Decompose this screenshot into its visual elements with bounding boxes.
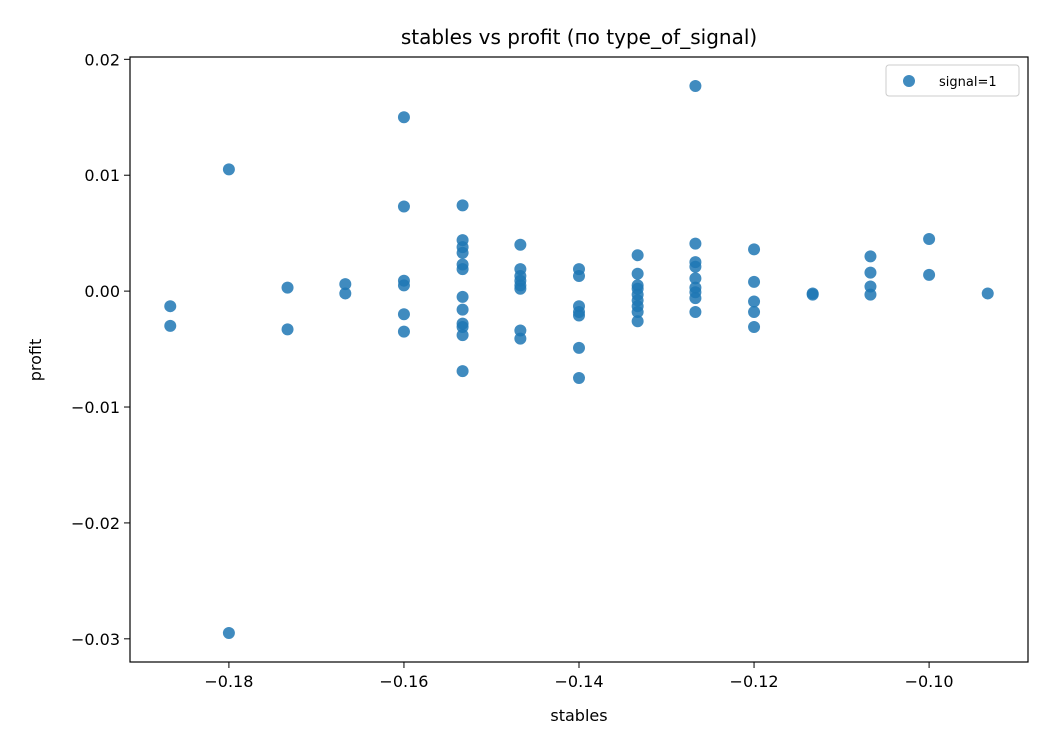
data-point (514, 332, 527, 345)
y-tick-label: −0.02 (71, 514, 120, 533)
data-point (631, 267, 644, 280)
data-point (573, 309, 585, 322)
data-point (397, 111, 410, 124)
legend-entry-label: signal=1 (939, 75, 997, 90)
data-point (456, 246, 469, 259)
data-point (222, 627, 235, 640)
data-point (222, 163, 235, 176)
x-tick-label: −0.10 (905, 672, 954, 691)
y-axis-label: profit (26, 339, 45, 382)
data-point (573, 270, 585, 283)
data-point (281, 281, 294, 294)
data-point (748, 295, 761, 308)
data-point (748, 275, 761, 288)
data-point (689, 237, 702, 250)
data-point (689, 292, 702, 305)
data-point (456, 290, 469, 303)
data-point (631, 249, 644, 262)
data-point (631, 305, 644, 318)
y-tick-label: 0.00 (84, 282, 120, 301)
x-tick-label: −0.18 (204, 672, 253, 691)
data-point (923, 232, 936, 245)
y-tick-label: −0.03 (71, 630, 120, 649)
data-point (864, 250, 877, 263)
data-point (514, 282, 527, 295)
data-point (689, 305, 702, 318)
data-point (748, 243, 761, 256)
data-point (281, 323, 294, 336)
data-point (456, 329, 469, 342)
data-point (573, 372, 585, 385)
data-point (689, 79, 702, 92)
data-point (456, 199, 469, 212)
x-axis: −0.18 −0.16 −0.14 −0.12 −0.10 (204, 662, 954, 691)
y-tick-label: −0.01 (71, 398, 120, 417)
data-point (456, 303, 469, 316)
x-tick-label: −0.16 (379, 672, 428, 691)
data-point (573, 341, 585, 354)
data-point (981, 287, 994, 300)
data-point (397, 308, 410, 321)
data-point (164, 300, 177, 313)
y-tick-label: 0.01 (84, 166, 120, 185)
legend: signal=1 (885, 64, 1020, 97)
x-tick-label: −0.12 (730, 672, 779, 691)
data-point (339, 278, 352, 291)
data-point (748, 321, 761, 334)
plot-frame (129, 56, 1029, 663)
data-point (864, 288, 877, 301)
data-point (397, 279, 410, 292)
data-point (456, 365, 469, 378)
data-point (689, 260, 702, 273)
data-point (748, 305, 761, 318)
data-point (397, 325, 410, 338)
x-axis-label: stables (550, 706, 607, 725)
points-layer (164, 79, 994, 640)
legend-marker (903, 75, 915, 87)
data-point (339, 287, 352, 300)
data-point (456, 263, 469, 276)
data-point (923, 268, 936, 281)
data-point (631, 315, 644, 328)
data-point (514, 238, 527, 251)
x-tick-label: −0.14 (554, 672, 603, 691)
data-point (397, 200, 410, 213)
data-point (689, 272, 702, 285)
data-point (864, 266, 877, 279)
y-tick-label: 0.02 (84, 50, 120, 69)
data-point (806, 288, 819, 301)
legend-box (885, 64, 1020, 97)
data-point (164, 319, 177, 332)
chart-title: stables vs profit (по type_of_signal) (401, 25, 757, 49)
y-axis: 0.02 0.01 0.00 −0.01 −0.02 −0.03 (71, 50, 130, 649)
